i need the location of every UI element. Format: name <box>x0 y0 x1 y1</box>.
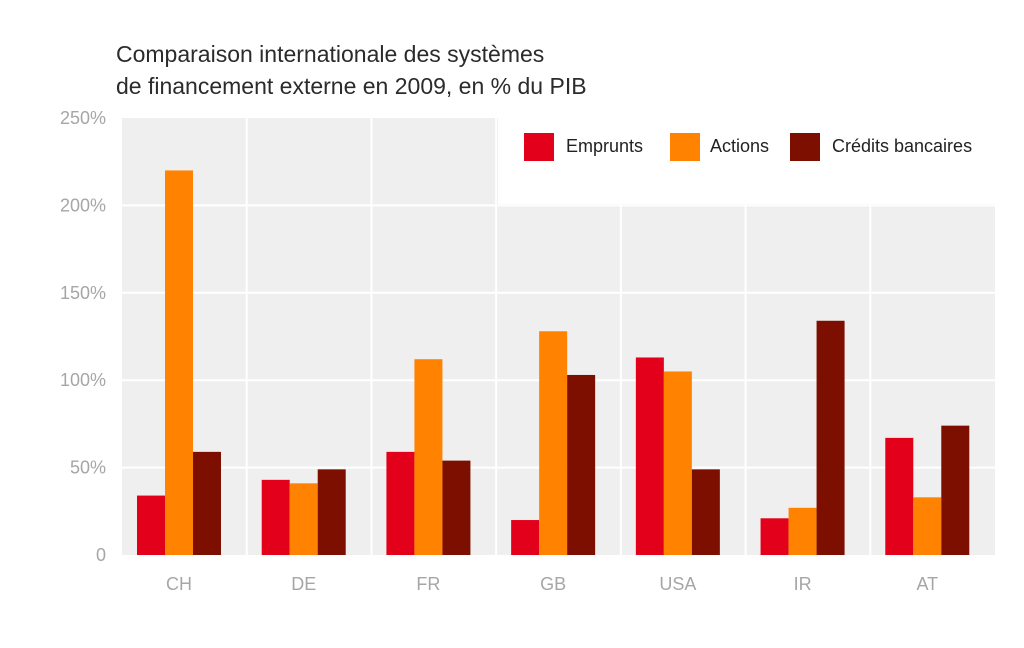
x-tick-label: GB <box>540 574 566 594</box>
y-tick-label: 50% <box>70 458 106 478</box>
y-tick-label: 250% <box>60 108 106 128</box>
y-tick-label: 150% <box>60 283 106 303</box>
bar-cr-dits-bancaires-usa <box>691 469 720 555</box>
bar-actions-ch <box>165 170 193 555</box>
legend-label: Actions <box>710 136 769 156</box>
y-tick-label: 100% <box>60 370 106 390</box>
bar-emprunts-gb <box>511 520 540 555</box>
x-tick-label: IR <box>794 574 812 594</box>
y-tick-label: 200% <box>60 195 106 215</box>
x-tick-label: CH <box>166 574 192 594</box>
chart-title: Comparaison internationale des systèmes … <box>116 38 587 102</box>
bar-cr-dits-bancaires-gb <box>567 374 596 555</box>
x-tick-label: AT <box>916 574 938 594</box>
x-tick-label: FR <box>416 574 440 594</box>
bar-actions-ir <box>788 507 817 555</box>
bar-emprunts-de <box>261 479 290 555</box>
x-tick-label: DE <box>291 574 316 594</box>
legend-label: Emprunts <box>566 136 643 156</box>
bar-cr-dits-bancaires-fr <box>442 460 471 555</box>
chart-title-line-2: de financement externe en 2009, en % du … <box>116 73 587 99</box>
bar-actions-de <box>289 483 318 555</box>
bar-emprunts-at <box>885 437 914 555</box>
bar-emprunts-ir <box>760 518 789 555</box>
x-tick-label: USA <box>659 574 696 594</box>
bar-actions-at <box>913 497 942 555</box>
bar-cr-dits-bancaires-ir <box>816 320 845 555</box>
bar-cr-dits-bancaires-de <box>317 469 346 555</box>
legend-swatch <box>524 133 554 161</box>
legend-label: Crédits bancaires <box>832 136 972 156</box>
bar-emprunts-ch <box>137 495 165 555</box>
bar-cr-dits-bancaires-at <box>941 425 970 555</box>
y-tick-label: 0 <box>96 545 106 565</box>
bar-cr-dits-bancaires-ch <box>193 451 221 555</box>
legend-swatch <box>670 133 700 161</box>
bar-actions-usa <box>663 371 692 555</box>
chart-title-line-1: Comparaison internationale des systèmes <box>116 41 545 67</box>
bar-emprunts-fr <box>386 451 415 555</box>
legend-swatch <box>790 133 820 161</box>
bar-actions-gb <box>539 331 568 555</box>
bar-emprunts-usa <box>635 357 664 555</box>
bar-actions-fr <box>414 359 443 555</box>
legend-box <box>498 118 1015 204</box>
